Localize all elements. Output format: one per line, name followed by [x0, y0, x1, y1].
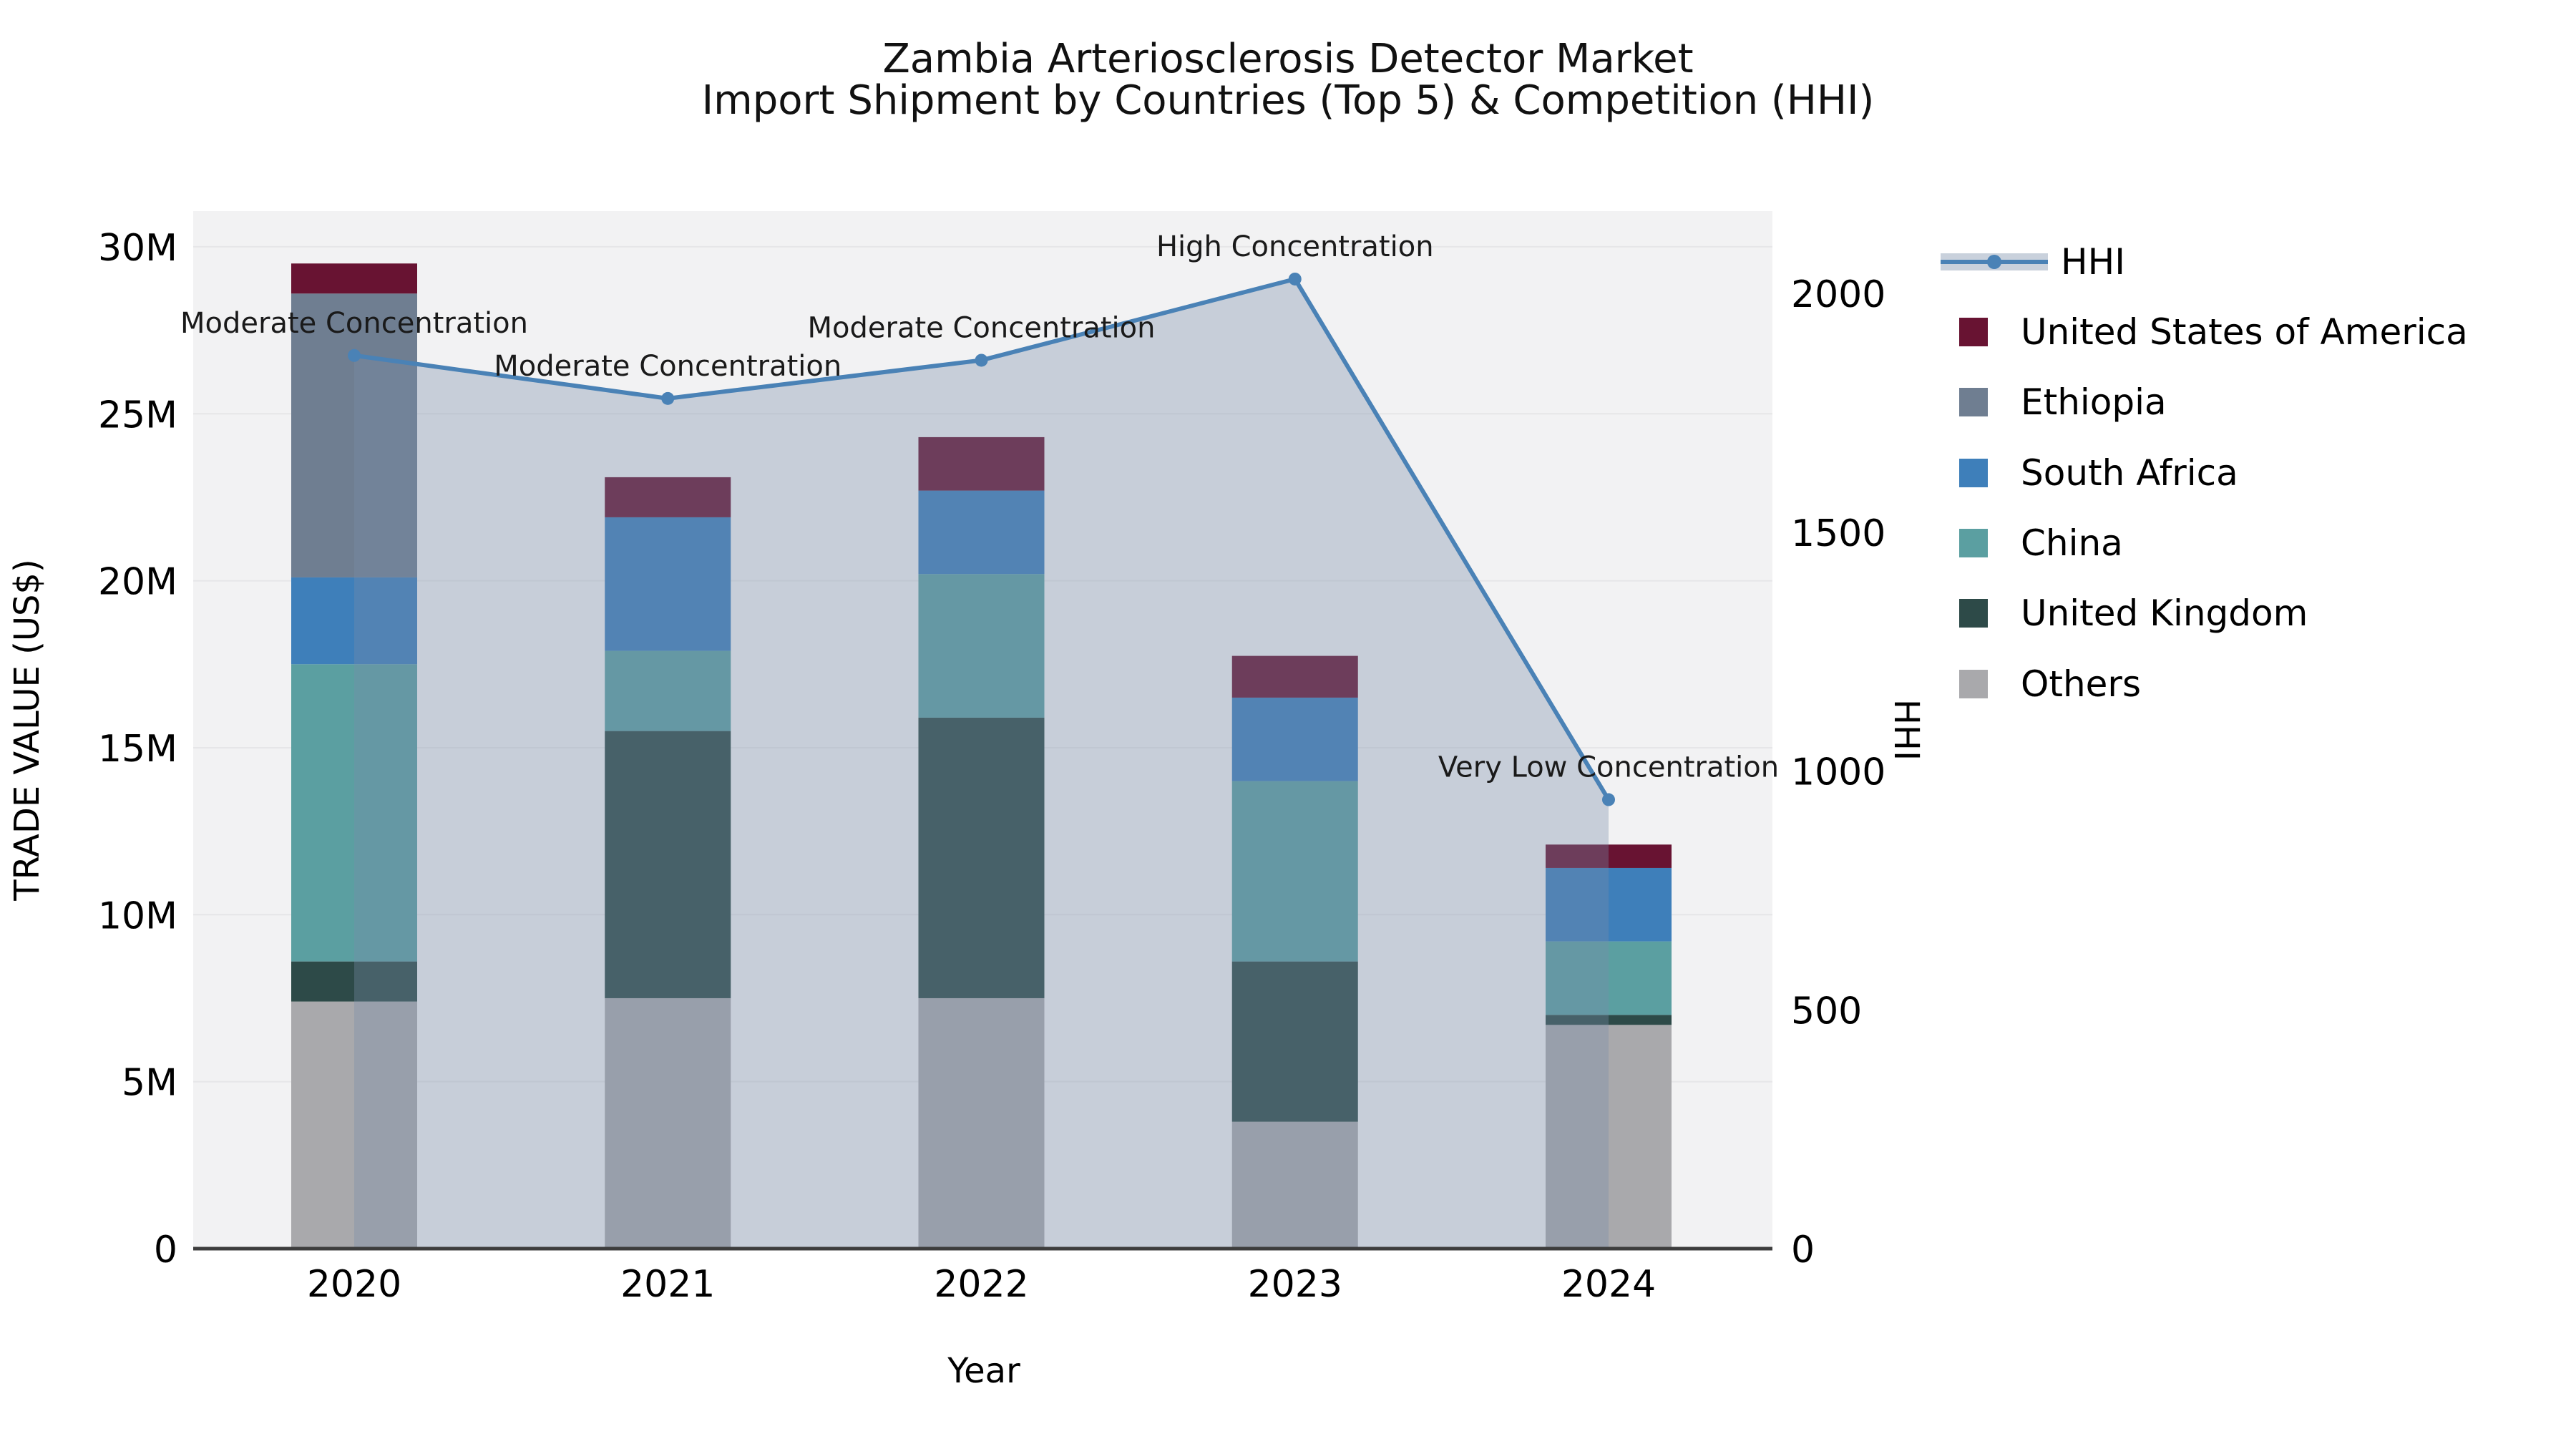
chart-subtitle: Import Shipment by Countries (Top 5) & C… — [701, 77, 1875, 124]
x-tick-label-2022: 2022 — [934, 1263, 1028, 1306]
right-tick-label-0: 0 — [1791, 1229, 1815, 1272]
hhi-annotation-2020: Moderate Concentration — [180, 307, 528, 340]
hhi-marker-2021 — [661, 391, 675, 405]
x-tick-label-2024: 2024 — [1561, 1263, 1656, 1306]
x-tick-label-2023: 2023 — [1248, 1263, 1342, 1306]
bar-segment-others-2020 — [291, 1001, 417, 1249]
legend-label-united-kingdom: United Kingdom — [2021, 592, 2308, 634]
x-tick-label-2021: 2021 — [620, 1263, 715, 1306]
hhi-marker-2024 — [1602, 793, 1615, 806]
bar-segment-united-states-of-america-2023 — [1231, 655, 1358, 698]
legend-label-united-states-of-america: United States of America — [2021, 311, 2468, 353]
bar-segment-united-kingdom-2024 — [1546, 1015, 1672, 1025]
left-tick-label-25M: 25M — [98, 394, 177, 436]
hhi-marker-2020 — [348, 348, 361, 362]
legend-swatch-united-states-of-america — [1959, 318, 1988, 346]
bar-segment-south-africa-2021 — [605, 517, 731, 651]
legend-swatch-south-africa — [1959, 459, 1988, 487]
bar-segment-south-africa-2020 — [291, 577, 417, 665]
bar-segment-china-2020 — [291, 664, 417, 962]
left-tick-label-10M: 10M — [98, 894, 177, 937]
hhi-annotation-2021: Moderate Concentration — [494, 350, 841, 383]
left-tick-label-20M: 20M — [98, 561, 177, 604]
bar-segment-others-2021 — [605, 997, 731, 1249]
bar-segment-united-states-of-america-2020 — [291, 263, 417, 294]
bar-segment-ethiopia-2020 — [291, 293, 417, 577]
left-tick-label-15M: 15M — [98, 728, 177, 771]
legend-label-ethiopia: Ethiopia — [2021, 381, 2167, 423]
bar-segment-united-kingdom-2021 — [605, 731, 731, 998]
legend-swatch-ethiopia — [1959, 388, 1988, 416]
bar-segment-china-2021 — [605, 650, 731, 731]
left-tick-label-30M: 30M — [98, 227, 177, 270]
bar-segment-china-2022 — [918, 574, 1045, 718]
bar-segment-united-kingdom-2022 — [918, 717, 1045, 998]
bar-segment-south-africa-2023 — [1231, 697, 1358, 781]
hhi-annotation-2023: High Concentration — [1156, 230, 1434, 263]
bar-segment-united-states-of-america-2024 — [1546, 844, 1672, 868]
x-tick-label-2020: 2020 — [307, 1263, 401, 1306]
hhi-marker-2022 — [975, 353, 988, 367]
right-tick-label-2000: 2000 — [1791, 273, 1885, 316]
bar-segment-china-2024 — [1546, 941, 1672, 1015]
chart-title: Zambia Arteriosclerosis Detector Market — [882, 36, 1694, 82]
hhi-marker-2023 — [1288, 272, 1302, 286]
legend-label-china: China — [2021, 522, 2123, 564]
right-tick-label-1500: 1500 — [1791, 512, 1885, 555]
bar-segment-united-states-of-america-2022 — [918, 436, 1045, 491]
bar-segment-others-2022 — [918, 997, 1045, 1249]
bar-segment-others-2024 — [1546, 1025, 1672, 1249]
bar-segment-united-kingdom-2020 — [291, 961, 417, 1002]
bar-segment-south-africa-2022 — [918, 490, 1045, 575]
legend-label-others: Others — [2021, 663, 2141, 705]
bar-segment-china-2023 — [1231, 781, 1358, 962]
hhi-area — [354, 278, 1609, 1249]
legend-label-south-africa: South Africa — [2021, 452, 2238, 494]
bar-segment-united-states-of-america-2021 — [605, 477, 731, 517]
right-tick-label-500: 500 — [1791, 990, 1862, 1033]
bar-segment-others-2023 — [1231, 1121, 1358, 1249]
hhi-annotation-2022: Moderate Concentration — [808, 311, 1156, 344]
right-tick-label-1000: 1000 — [1791, 751, 1885, 794]
legend-swatch-others — [1959, 670, 1988, 698]
legend-swatch-united-kingdom — [1959, 599, 1988, 628]
bar-segment-united-kingdom-2023 — [1231, 961, 1358, 1122]
hhi-annotation-2024: Very Low Concentration — [1438, 751, 1779, 784]
legend-label-hhi: HHI — [2061, 241, 2125, 283]
legend-swatch-china — [1959, 529, 1988, 557]
legend-hhi-marker — [1987, 255, 2001, 269]
bar-segment-south-africa-2024 — [1546, 867, 1672, 942]
left-tick-label-0: 0 — [154, 1229, 177, 1272]
left-tick-label-5M: 5M — [122, 1062, 177, 1105]
x-axis-title: Year — [947, 1351, 1020, 1391]
